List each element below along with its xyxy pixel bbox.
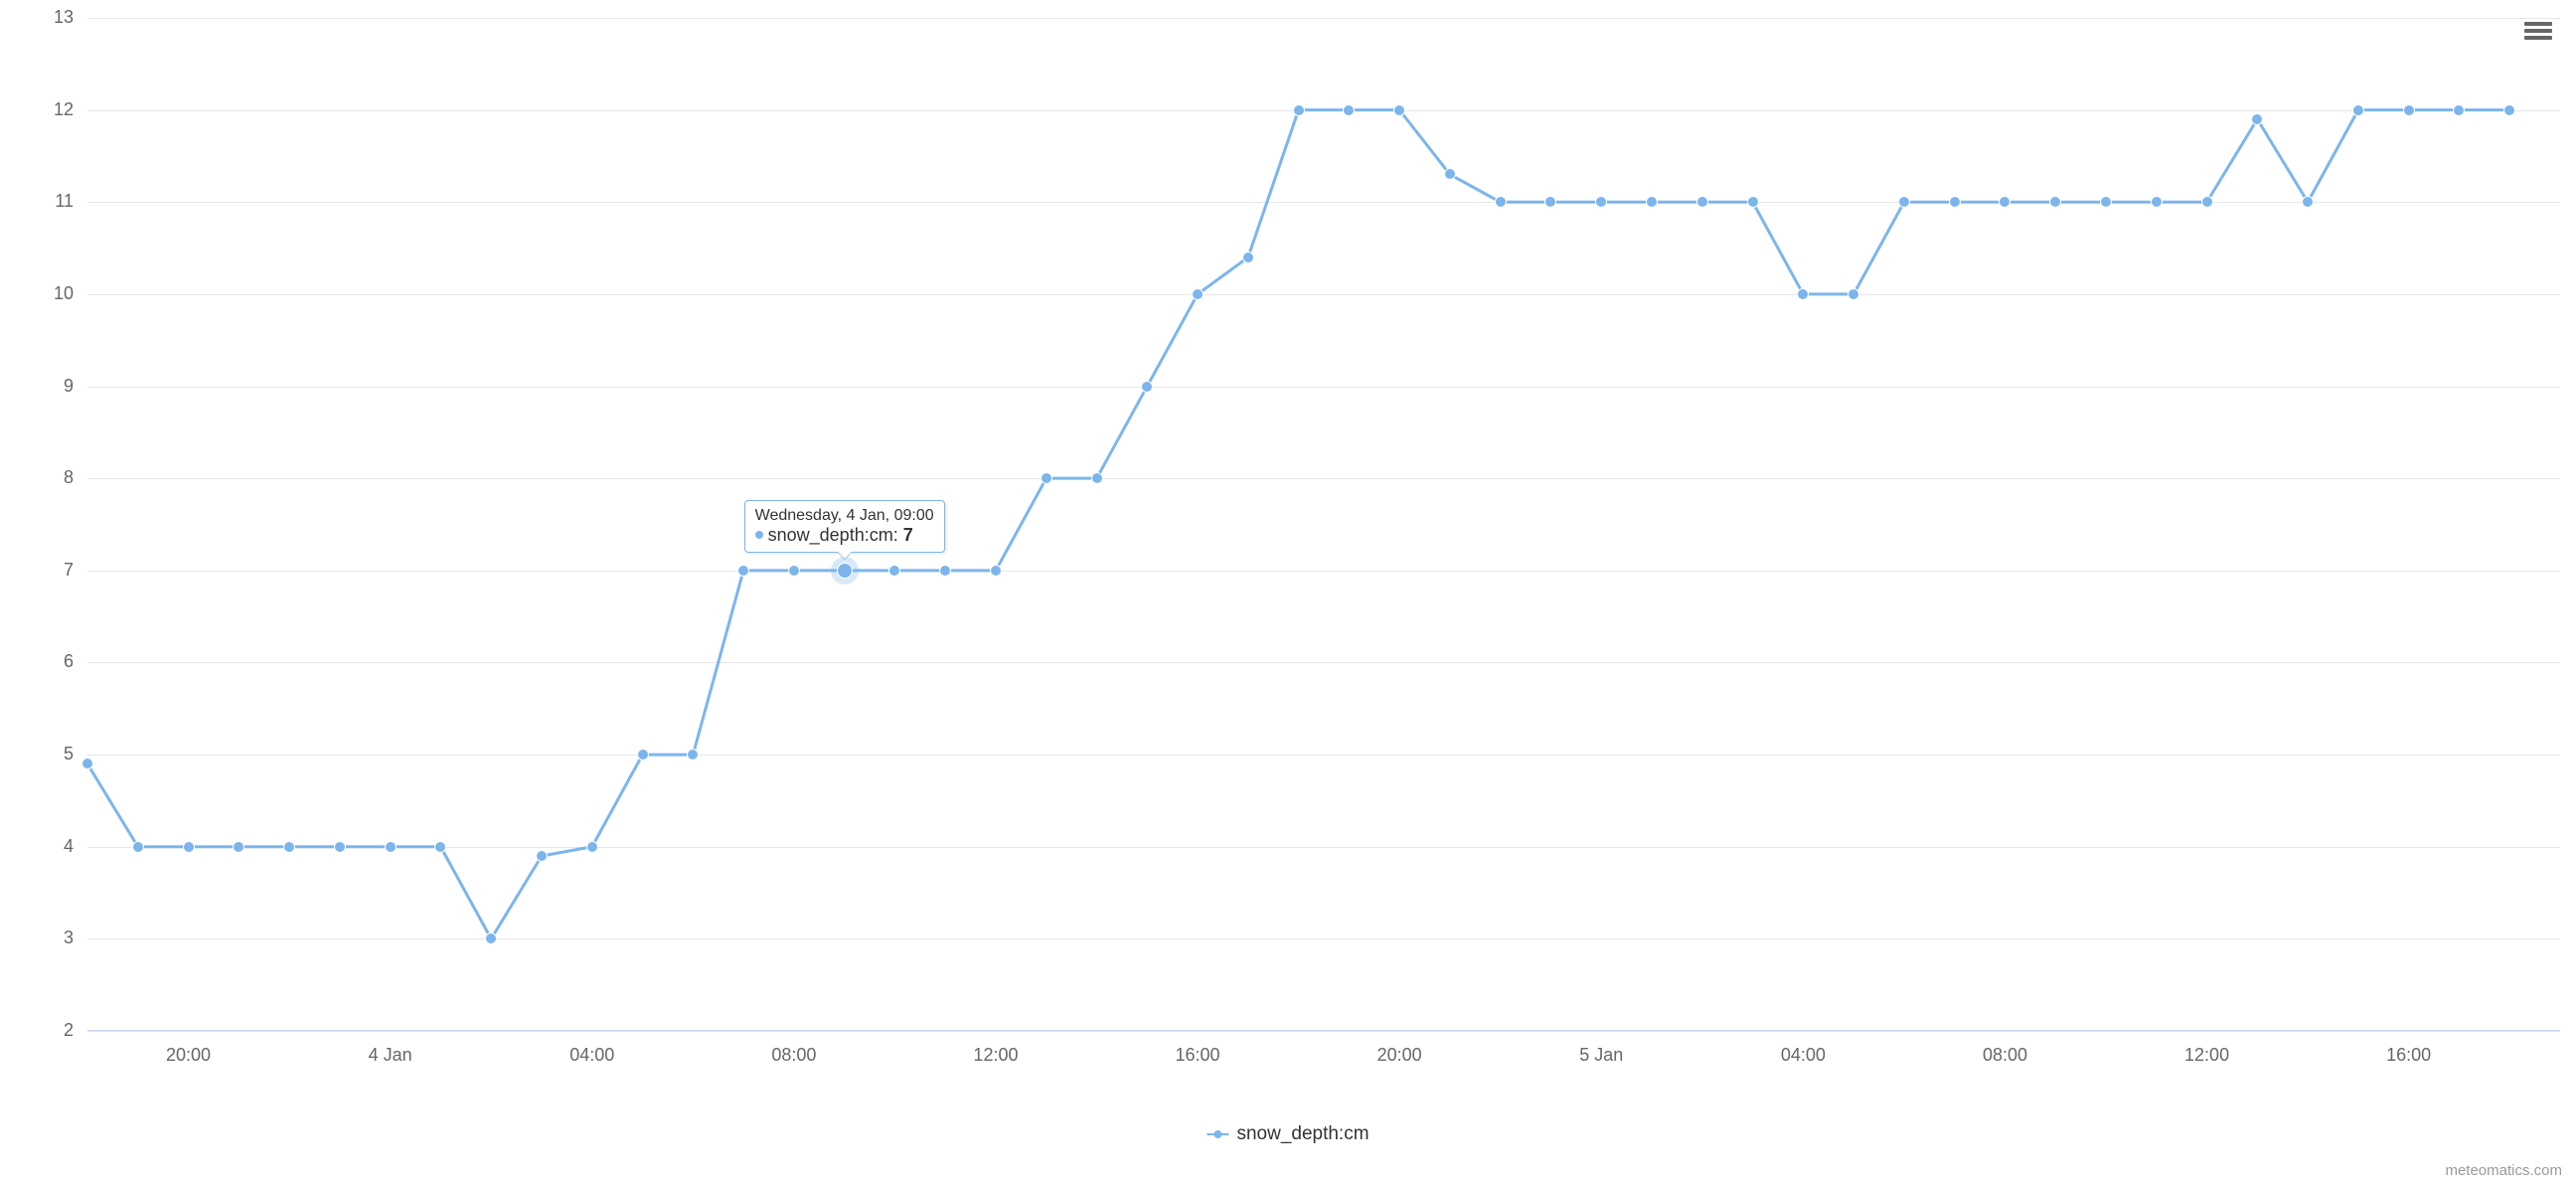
series-marker[interactable] bbox=[2352, 104, 2364, 116]
series-marker[interactable] bbox=[2453, 104, 2465, 116]
y-tick-label: 2 bbox=[64, 1020, 74, 1041]
series-marker[interactable] bbox=[837, 563, 853, 579]
series-marker[interactable] bbox=[2503, 104, 2515, 116]
series-marker[interactable] bbox=[737, 565, 749, 577]
series-marker[interactable] bbox=[687, 749, 699, 761]
series-marker[interactable] bbox=[1646, 196, 1658, 208]
series-marker[interactable] bbox=[536, 850, 548, 862]
series-marker[interactable] bbox=[2403, 104, 2415, 116]
series-marker[interactable] bbox=[434, 841, 446, 853]
series-marker[interactable] bbox=[1141, 381, 1153, 393]
tooltip-value: 7 bbox=[903, 525, 913, 546]
hamburger-bar bbox=[2524, 36, 2552, 40]
series-marker[interactable] bbox=[1041, 472, 1052, 484]
series-marker[interactable] bbox=[1343, 104, 1355, 116]
series-marker[interactable] bbox=[1091, 472, 1103, 484]
series-marker[interactable] bbox=[81, 758, 93, 769]
chart-menu-button[interactable] bbox=[2522, 18, 2554, 44]
y-tick-label: 4 bbox=[64, 836, 74, 857]
chart-container: snow_depth:cm meteomatics.com Wednesday,… bbox=[0, 0, 2576, 1187]
series-line bbox=[87, 110, 2509, 939]
series-marker[interactable] bbox=[233, 841, 244, 853]
series-marker[interactable] bbox=[939, 565, 951, 577]
legend[interactable]: snow_depth:cm bbox=[1207, 1123, 1368, 1145]
y-tick-label: 9 bbox=[64, 376, 74, 397]
x-tick-label: 4 Jan bbox=[369, 1045, 412, 1066]
y-tick-label: 13 bbox=[54, 7, 74, 28]
series-line-svg bbox=[87, 18, 2560, 1031]
series-marker[interactable] bbox=[2049, 196, 2061, 208]
tooltip-row: snow_depth:cm: 7 bbox=[755, 525, 934, 546]
series-marker[interactable] bbox=[1495, 196, 1507, 208]
series-marker[interactable] bbox=[132, 841, 144, 853]
series-marker[interactable] bbox=[1898, 196, 1910, 208]
series-marker[interactable] bbox=[2302, 196, 2314, 208]
y-tick-label: 6 bbox=[64, 651, 74, 672]
series-marker[interactable] bbox=[2201, 196, 2213, 208]
y-tick-label: 10 bbox=[54, 283, 74, 304]
y-tick-label: 5 bbox=[64, 744, 74, 764]
x-tick-label: 20:00 bbox=[1377, 1045, 1422, 1066]
hamburger-bar bbox=[2524, 22, 2552, 26]
series-marker[interactable] bbox=[1444, 168, 1456, 180]
series-marker[interactable] bbox=[2100, 196, 2112, 208]
series-marker[interactable] bbox=[990, 565, 1002, 577]
x-tick-label: 16:00 bbox=[1176, 1045, 1220, 1066]
y-tick-label: 11 bbox=[55, 191, 74, 212]
series-marker[interactable] bbox=[1595, 196, 1607, 208]
y-tick-label: 12 bbox=[54, 99, 74, 120]
series-marker[interactable] bbox=[385, 841, 397, 853]
x-tick-label: 04:00 bbox=[569, 1045, 614, 1066]
y-tick-label: 3 bbox=[64, 928, 74, 948]
series-marker[interactable] bbox=[2151, 196, 2163, 208]
series-marker[interactable] bbox=[1544, 196, 1556, 208]
series-marker[interactable] bbox=[1949, 196, 1961, 208]
series-marker[interactable] bbox=[1192, 288, 1204, 300]
tooltip: Wednesday, 4 Jan, 09:00 snow_depth:cm: 7 bbox=[744, 500, 945, 553]
series-marker[interactable] bbox=[1393, 104, 1405, 116]
tooltip-header: Wednesday, 4 Jan, 09:00 bbox=[755, 507, 934, 525]
y-gridline bbox=[87, 1031, 2560, 1032]
series-marker[interactable] bbox=[485, 933, 497, 944]
x-tick-label: 04:00 bbox=[1781, 1045, 1826, 1066]
legend-swatch bbox=[1207, 1128, 1228, 1140]
series-marker[interactable] bbox=[2251, 113, 2263, 125]
x-tick-label: 08:00 bbox=[771, 1045, 816, 1066]
tooltip-series-label: snow_depth:cm: bbox=[768, 525, 898, 546]
x-tick-label: 20:00 bbox=[166, 1045, 211, 1066]
x-tick-label: 16:00 bbox=[2386, 1045, 2431, 1066]
series-marker[interactable] bbox=[1696, 196, 1708, 208]
series-marker[interactable] bbox=[586, 841, 598, 853]
x-tick-label: 08:00 bbox=[1983, 1045, 2027, 1066]
series-marker[interactable] bbox=[1999, 196, 2011, 208]
plot-area bbox=[87, 18, 2560, 1031]
series-marker[interactable] bbox=[788, 565, 800, 577]
series-marker[interactable] bbox=[1797, 288, 1809, 300]
series-marker[interactable] bbox=[1242, 252, 1254, 263]
series-marker[interactable] bbox=[637, 749, 649, 761]
series-marker[interactable] bbox=[888, 565, 900, 577]
series-marker[interactable] bbox=[334, 841, 346, 853]
tooltip-series-dot bbox=[755, 531, 763, 539]
x-tick-label: 12:00 bbox=[2184, 1045, 2229, 1066]
series-marker[interactable] bbox=[283, 841, 295, 853]
series-marker[interactable] bbox=[183, 841, 195, 853]
y-tick-label: 7 bbox=[64, 560, 74, 581]
credit-text[interactable]: meteomatics.com bbox=[2445, 1162, 2562, 1179]
legend-swatch-dot bbox=[1213, 1130, 1221, 1138]
legend-label: snow_depth:cm bbox=[1236, 1123, 1368, 1145]
x-tick-label: 12:00 bbox=[973, 1045, 1018, 1066]
series-marker[interactable] bbox=[1747, 196, 1759, 208]
series-marker[interactable] bbox=[1293, 104, 1305, 116]
hamburger-bar bbox=[2524, 29, 2552, 33]
x-tick-label: 5 Jan bbox=[1579, 1045, 1623, 1066]
series-marker[interactable] bbox=[1848, 288, 1859, 300]
y-tick-label: 8 bbox=[64, 467, 74, 488]
